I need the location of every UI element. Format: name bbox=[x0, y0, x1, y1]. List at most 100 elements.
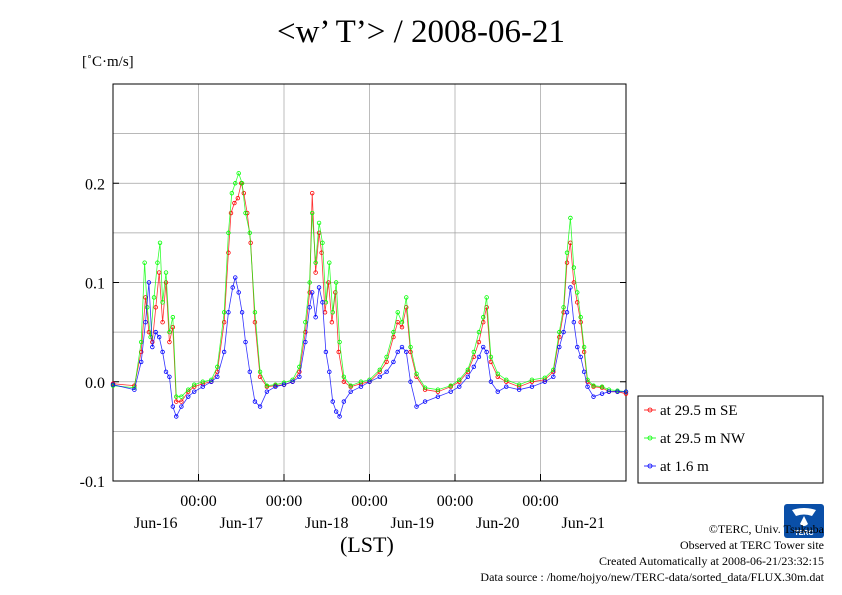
series-line bbox=[112, 172, 627, 398]
series-point bbox=[307, 290, 312, 295]
series-point bbox=[561, 305, 566, 310]
x-tick-date-label: Jun-20 bbox=[476, 515, 520, 532]
series-point bbox=[316, 220, 322, 226]
series-point bbox=[221, 349, 227, 355]
series-point bbox=[358, 379, 364, 384]
series-point bbox=[348, 383, 353, 388]
series-point bbox=[606, 389, 612, 394]
series-point bbox=[408, 349, 413, 355]
series-point bbox=[226, 230, 231, 236]
series-point bbox=[252, 320, 258, 325]
series-point bbox=[399, 324, 405, 330]
series-point bbox=[160, 300, 165, 305]
series-point bbox=[316, 285, 322, 290]
series-point bbox=[337, 339, 342, 345]
series-point bbox=[471, 349, 477, 355]
series-point bbox=[358, 384, 364, 389]
series-point bbox=[414, 371, 419, 377]
series-point bbox=[333, 280, 339, 285]
series-point bbox=[163, 280, 169, 285]
series-point bbox=[623, 389, 629, 394]
series-point bbox=[174, 394, 179, 399]
series-point bbox=[110, 382, 116, 387]
series-point bbox=[557, 334, 562, 340]
series-point bbox=[179, 399, 184, 404]
source-text: Data source : /home/hojyo/new/TERC-data/… bbox=[480, 570, 824, 584]
series-point bbox=[233, 275, 238, 280]
series-point bbox=[243, 339, 248, 345]
series-point bbox=[186, 394, 191, 399]
series-point bbox=[139, 359, 144, 365]
series-point bbox=[465, 374, 471, 379]
series-point bbox=[327, 369, 332, 375]
legend-swatch-marker bbox=[647, 407, 653, 413]
series-point bbox=[578, 354, 583, 360]
series-point bbox=[320, 240, 325, 245]
series-point bbox=[170, 315, 176, 320]
series-point bbox=[488, 354, 494, 360]
series-point bbox=[209, 379, 214, 384]
logo-wave-shape bbox=[792, 508, 816, 516]
series-point bbox=[200, 379, 205, 384]
series-point bbox=[132, 387, 137, 392]
series-point bbox=[167, 329, 172, 335]
legend-box bbox=[637, 395, 824, 484]
series-point bbox=[391, 359, 396, 365]
series-point bbox=[504, 384, 509, 389]
series-point bbox=[384, 369, 389, 375]
series-point bbox=[578, 315, 583, 320]
series-point bbox=[297, 374, 302, 379]
series-point bbox=[303, 329, 308, 335]
observed-text: Observed at TERC Tower site bbox=[679, 538, 824, 552]
series-point bbox=[435, 387, 441, 392]
created-text: Created Automatically at 2008-06-21/23:3… bbox=[599, 554, 824, 568]
x-axis-label: (LST) bbox=[340, 532, 394, 557]
grid bbox=[113, 83, 626, 482]
series-point bbox=[297, 369, 302, 375]
series-point bbox=[257, 369, 263, 375]
y-tick-label: 0.2 bbox=[85, 176, 105, 193]
series-point bbox=[457, 377, 462, 382]
series-point bbox=[167, 339, 172, 345]
series-point bbox=[170, 404, 176, 409]
series-point bbox=[200, 384, 205, 389]
series-point bbox=[542, 379, 547, 384]
series-point bbox=[235, 195, 241, 201]
legend-swatch-marker bbox=[647, 463, 653, 469]
series-point bbox=[150, 344, 155, 350]
series-point bbox=[232, 200, 237, 206]
legend-entry-label: at 1.6 m bbox=[660, 459, 709, 475]
series-point bbox=[221, 320, 227, 325]
series-point bbox=[226, 310, 231, 315]
series-point bbox=[320, 300, 325, 305]
logo-drop-shape bbox=[800, 516, 808, 526]
series-point bbox=[557, 329, 562, 335]
series-point bbox=[516, 387, 522, 392]
series-point bbox=[404, 349, 409, 355]
series-point bbox=[273, 384, 278, 389]
series-point bbox=[247, 369, 252, 375]
x-tick-time-label: 00:00 bbox=[522, 493, 558, 510]
series-point bbox=[264, 383, 270, 388]
series-point bbox=[327, 260, 332, 265]
x-tick-time-label: 00:00 bbox=[180, 493, 216, 510]
series-point bbox=[290, 379, 295, 384]
series-point bbox=[384, 359, 389, 365]
series-point bbox=[551, 374, 556, 379]
series-group bbox=[110, 171, 629, 419]
series-point bbox=[148, 334, 153, 340]
series-point bbox=[599, 384, 605, 389]
y-tick-label: 0.0 bbox=[85, 375, 105, 392]
series-point bbox=[243, 210, 248, 216]
series-point bbox=[551, 367, 556, 373]
series-point bbox=[257, 374, 263, 379]
series-point bbox=[215, 369, 220, 375]
series-point bbox=[226, 250, 231, 255]
y-unit-label: [˚C·m/s] bbox=[82, 54, 134, 70]
series-point bbox=[422, 385, 428, 390]
series-point bbox=[310, 190, 315, 196]
series-point bbox=[233, 181, 238, 186]
series-point bbox=[568, 285, 573, 290]
legend-entry-label: at 29.5 m SE bbox=[660, 403, 738, 419]
series-point bbox=[215, 374, 220, 379]
